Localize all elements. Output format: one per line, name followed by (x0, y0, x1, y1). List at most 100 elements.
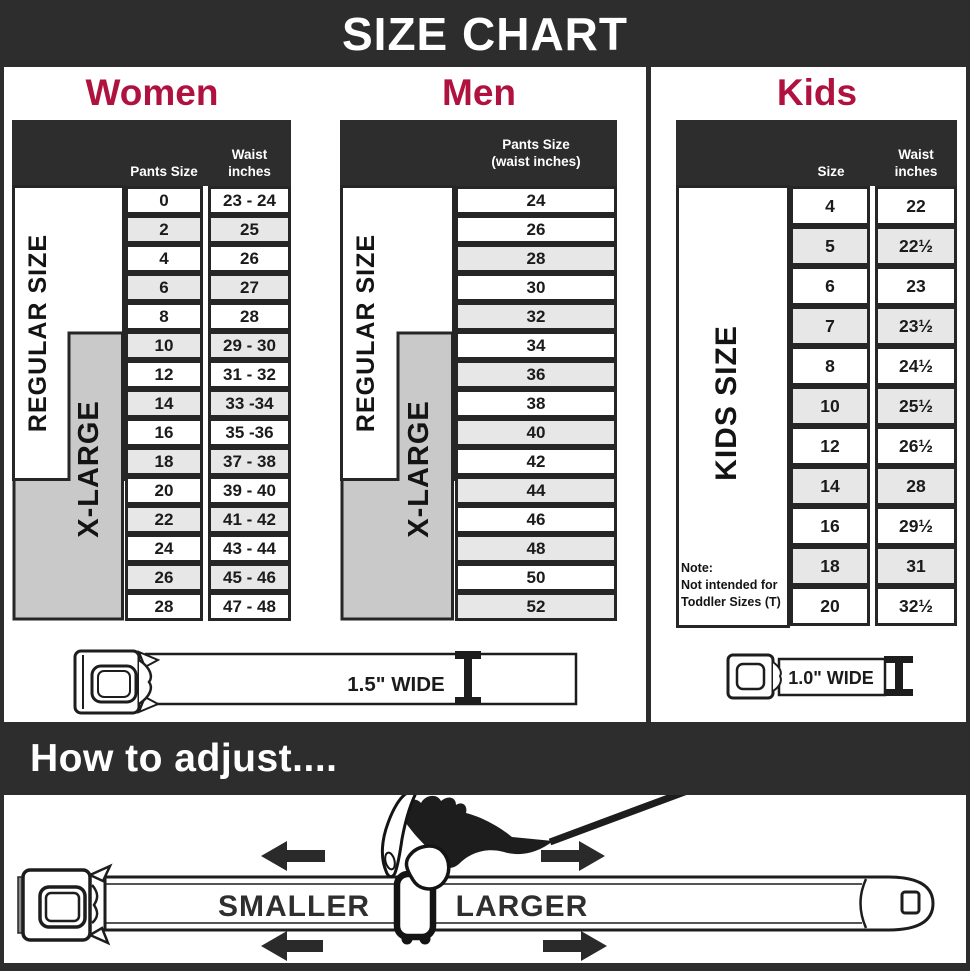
men-side-labels: REGULAR SIZE X-LARGE (340, 185, 455, 621)
men-xlarge-box (340, 331, 454, 621)
table-row: 28 47 - 48 (12, 592, 291, 621)
pants-size-cell: 2 (125, 215, 203, 244)
kids-waist-header-line1: Waist (898, 147, 934, 163)
page-title: SIZE CHART (342, 7, 628, 60)
table-row: 30 (340, 273, 617, 302)
table-row: 5 22½ (676, 226, 957, 266)
buckle-latch (91, 884, 99, 924)
adult-belt-width-label: 1.5" WIDE (347, 673, 444, 696)
pants-size-cell: 38 (455, 389, 617, 418)
pants-size-cell: 16 (125, 418, 203, 447)
kids-size-cell: 14 (790, 466, 870, 506)
waist-inches-cell: 33 -34 (208, 389, 291, 418)
waist-inches-cell: 31 - 32 (208, 360, 291, 389)
men-header-line1: Pants Size (502, 137, 570, 152)
waist-inches-cell: 37 - 38 (208, 447, 291, 476)
waist-inches-cell: 28 (208, 302, 291, 331)
width-marker-bottom-cap (455, 697, 481, 705)
waist-inches-cell: 23 - 24 (208, 186, 291, 215)
men-table-header: Pants Size (waist inches) (340, 120, 617, 186)
table-row: 4 26 (12, 244, 291, 273)
how-to-adjust-title: How to adjust.... (30, 736, 338, 780)
table-row: 7 23½ (676, 306, 957, 346)
waist-inches-cell: 43 - 44 (208, 534, 291, 563)
width-marker-bar (464, 653, 472, 705)
women-pants-size-header: Pants Size (130, 164, 198, 180)
waist-inches-cell: 47 - 48 (208, 592, 291, 621)
kids-size-cell: 18 (790, 546, 870, 586)
table-row: 10 29 - 30 (12, 331, 291, 360)
buckle-flap-bottom (87, 926, 111, 946)
pants-size-cell: 6 (125, 273, 203, 302)
arrow-right-icon (543, 931, 607, 961)
kids-table-header: Size Waist inches (676, 120, 957, 186)
men-size-table: 24 26 28 30 32 34 36 38 40 42 44 46 48 50 52 (340, 186, 617, 621)
women-side-labels: REGULAR SIZE X-LARGE (12, 185, 125, 621)
belt-tip-hole (900, 890, 921, 915)
pants-size-cell: 20 (125, 476, 203, 505)
table-row: 0 23 - 24 (12, 186, 291, 215)
table-row: 18 37 - 38 (12, 447, 291, 476)
table-row: 16 35 -36 (12, 418, 291, 447)
waist-inches-cell: 23 (875, 266, 957, 306)
belt-loose-end (548, 795, 687, 846)
women-heading: Women (85, 72, 219, 113)
table-row: 40 (340, 418, 617, 447)
table-row: 6 27 (12, 273, 291, 302)
kids-size-table: 4 22 5 22½ 6 23 7 23½ 8 24½ 10 25½ 12 26½ 14 28 16 29½ 18 3… (676, 186, 957, 626)
table-row: 8 24½ (676, 346, 957, 386)
women-xlarge-box (12, 331, 124, 621)
kids-size-header: Size (817, 164, 845, 180)
table-row: 24 43 - 44 (12, 534, 291, 563)
table-row: 28 (340, 244, 617, 273)
men-heading: Men (442, 72, 516, 113)
pants-size-cell: 32 (455, 302, 617, 331)
buckle-flap-top (86, 863, 113, 883)
kids-belt-width-label: 1.0" WIDE (788, 668, 874, 688)
table-row: 26 45 - 46 (12, 563, 291, 592)
pants-size-cell: 18 (125, 447, 203, 476)
width-marker-bar (895, 657, 903, 695)
table-row: 8 28 (12, 302, 291, 331)
arrow-left-icon (261, 931, 323, 961)
table-row: 14 33 -34 (12, 389, 291, 418)
table-row: 18 31 (676, 546, 957, 586)
table-row: 52 (340, 592, 617, 621)
fingernail (384, 851, 396, 871)
kids-side-labels: KIDS SIZE (676, 185, 790, 628)
table-row: 42 (340, 447, 617, 476)
buckle-button-inner (44, 891, 81, 923)
pants-size-cell: 28 (125, 592, 203, 621)
arrow-left-icon (261, 841, 325, 871)
waist-inches-cell: 23½ (875, 306, 957, 346)
kids-note-line2: Not intended for (681, 577, 778, 592)
pants-size-cell: 50 (455, 563, 617, 592)
width-marker-bottom-cap (884, 689, 913, 696)
kids-note-line3: Toddler Sizes (T) (681, 594, 781, 609)
pants-size-cell: 12 (125, 360, 203, 389)
table-row: 2 25 (12, 215, 291, 244)
men-regular-size-label: REGULAR SIZE (352, 234, 380, 432)
waist-inches-cell: 24½ (875, 346, 957, 386)
pants-size-cell: 0 (125, 186, 203, 215)
adult-belt-graphic: 1.5" WIDE (73, 649, 578, 715)
table-row: 4 22 (676, 186, 957, 226)
how-to-adjust-banner: How to adjust.... (0, 722, 970, 795)
women-table-header: Pants Size Waist inches (12, 120, 291, 186)
kids-size-cell: 7 (790, 306, 870, 346)
buckle-button-outer (735, 662, 766, 691)
waist-inches-cell: 22½ (875, 226, 957, 266)
table-row: 24 (340, 186, 617, 215)
smaller-label: SMALLER (218, 890, 370, 923)
waist-inches-cell: 29 - 30 (208, 331, 291, 360)
waist-inches-cell: 25½ (875, 386, 957, 426)
table-row: 10 25½ (676, 386, 957, 426)
kids-size-cell: 20 (790, 586, 870, 626)
waist-inches-cell: 28 (875, 466, 957, 506)
waist-inches-cell: 29½ (875, 506, 957, 546)
women-xlarge-label: X-LARGE (73, 400, 105, 538)
larger-label: LARGER (456, 890, 589, 923)
waist-inches-cell: 26½ (875, 426, 957, 466)
kids-size-label: KIDS SIZE (710, 325, 743, 481)
